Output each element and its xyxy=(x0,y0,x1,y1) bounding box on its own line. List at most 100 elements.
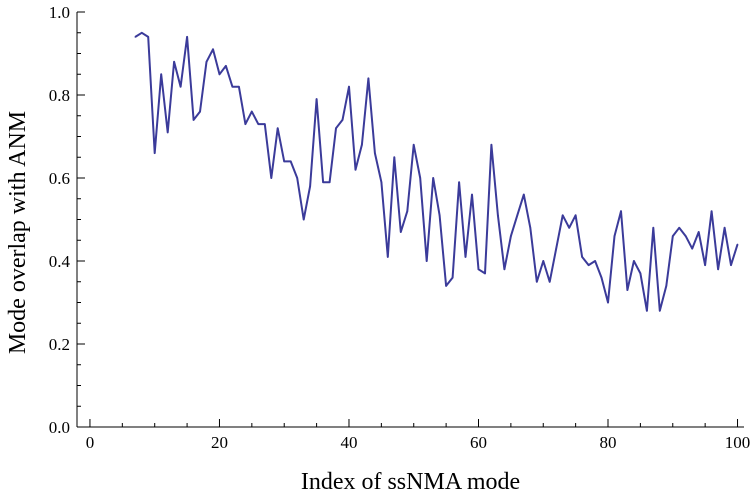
series-point xyxy=(400,231,402,233)
series-point xyxy=(587,264,590,266)
series-point xyxy=(205,61,208,63)
series-point xyxy=(283,160,286,163)
series-point xyxy=(445,285,447,287)
series-point xyxy=(684,235,687,237)
x-tick-label: 60 xyxy=(470,433,487,452)
series-point xyxy=(179,85,182,88)
series-point xyxy=(374,152,376,154)
series-point xyxy=(153,152,156,154)
series-point xyxy=(218,73,221,76)
series-point xyxy=(341,119,344,121)
series-point xyxy=(199,110,201,113)
series-point xyxy=(328,181,331,183)
series-point xyxy=(412,144,415,146)
series-point xyxy=(600,276,603,279)
series-point xyxy=(238,85,240,88)
series-point xyxy=(225,65,227,67)
series-point xyxy=(173,61,175,63)
series-point xyxy=(633,260,635,262)
y-tick-label: 0.2 xyxy=(49,335,70,354)
series-point xyxy=(231,85,234,88)
series-point xyxy=(626,289,629,291)
series-point xyxy=(244,123,247,125)
series-point xyxy=(594,260,596,262)
series-point xyxy=(315,98,318,100)
series-point xyxy=(192,119,195,121)
series-point xyxy=(348,85,350,88)
series-point xyxy=(419,177,422,179)
series-point xyxy=(484,272,486,275)
series-point xyxy=(497,214,499,217)
series-point xyxy=(697,231,700,233)
series-point xyxy=(672,235,674,237)
series-point xyxy=(393,156,396,159)
x-tick-label: 20 xyxy=(211,433,228,452)
y-tick-label: 0.8 xyxy=(49,86,70,105)
y-tick-label: 0.4 xyxy=(49,252,71,271)
series-point xyxy=(141,32,143,34)
y-tick-label: 0.0 xyxy=(49,418,70,437)
x-tick-label: 80 xyxy=(600,433,617,452)
series-point xyxy=(322,181,324,183)
series-point xyxy=(581,256,583,258)
series-point xyxy=(561,214,564,217)
series-point xyxy=(723,227,726,229)
series-point xyxy=(367,77,370,80)
y-tick-label: 1.0 xyxy=(49,3,70,22)
series-point xyxy=(503,268,506,271)
y-tick-label: 0.6 xyxy=(49,169,70,188)
series-point xyxy=(529,227,532,229)
ticks: 0 20 40 60 80 100 0.0 0.2 0.4 0.6 0.8 1.0 xyxy=(49,3,750,452)
series-point xyxy=(490,144,493,146)
series-point xyxy=(464,256,467,258)
series-point xyxy=(335,127,337,129)
series-point xyxy=(406,210,409,212)
series-point xyxy=(510,235,512,237)
series-point xyxy=(548,281,551,283)
series-point xyxy=(354,168,357,171)
series-point xyxy=(659,310,661,312)
series-point xyxy=(568,227,570,229)
series-point xyxy=(710,210,713,212)
series-point xyxy=(477,268,480,271)
series-point xyxy=(276,127,279,129)
series-point xyxy=(186,36,188,38)
series-point xyxy=(270,177,273,179)
series-point xyxy=(639,272,642,275)
y-axis-title: Mode overlap with ANM xyxy=(5,111,31,354)
series-point xyxy=(264,123,266,125)
series-point xyxy=(471,193,473,196)
series-point xyxy=(704,264,706,266)
series-point xyxy=(302,218,305,221)
series-point xyxy=(147,36,149,38)
series-point xyxy=(542,260,545,262)
series-point xyxy=(387,256,389,258)
x-tick-label: 0 xyxy=(86,433,95,452)
series-point xyxy=(361,144,363,146)
series-point xyxy=(646,310,648,312)
series-point xyxy=(613,235,616,237)
x-tick-label: 100 xyxy=(725,433,750,452)
series-point xyxy=(717,268,719,271)
series-point xyxy=(730,264,732,266)
x-tick-label: 40 xyxy=(340,433,357,452)
series-point xyxy=(425,260,428,262)
series-point xyxy=(438,214,441,217)
series-point xyxy=(652,227,655,229)
series-point xyxy=(736,243,739,246)
series-point xyxy=(134,36,137,38)
series-point xyxy=(523,193,525,196)
series-point xyxy=(432,177,435,179)
series-point xyxy=(257,123,260,125)
series-point xyxy=(212,48,214,51)
series-point xyxy=(160,73,162,76)
series-point xyxy=(289,160,292,163)
series xyxy=(134,31,739,312)
series-point xyxy=(380,181,383,183)
series-point xyxy=(309,185,311,188)
series-point xyxy=(691,247,693,250)
series-point xyxy=(665,285,668,287)
series-point xyxy=(296,177,299,179)
series-point xyxy=(620,210,622,212)
